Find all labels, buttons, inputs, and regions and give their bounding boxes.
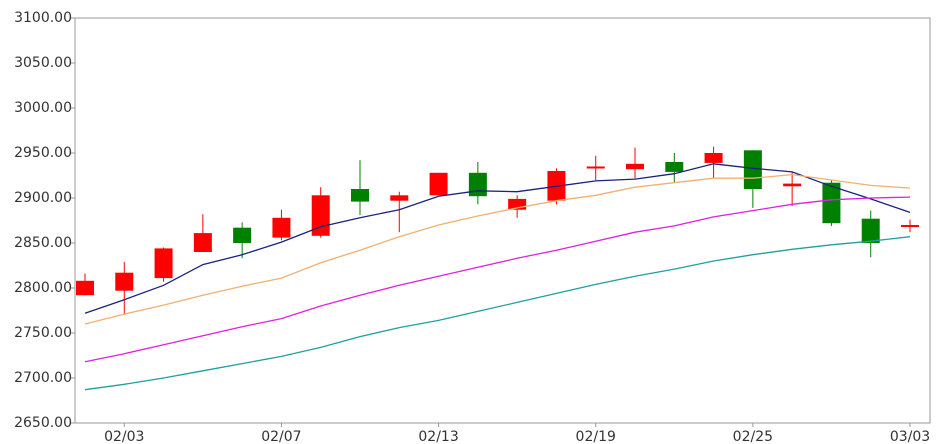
y-tick-label: 3000.00 [14, 100, 72, 116]
x-tick-label: 02/19 [576, 429, 616, 444]
y-tick-label: 2900.00 [14, 190, 72, 206]
x-tick-label: 02/07 [261, 429, 301, 444]
y-tick-label: 2950.00 [14, 145, 72, 161]
y-tick-label: 2800.00 [14, 280, 72, 296]
y-tick-label: 2700.00 [14, 370, 72, 386]
candle-body [783, 183, 802, 187]
candle-body [901, 225, 919, 227]
ma-line [84, 163, 911, 314]
candle-body [743, 150, 762, 189]
y-tick-label: 2850.00 [14, 235, 72, 251]
candle-body [626, 163, 644, 170]
candle-body [154, 248, 173, 279]
x-tick-label: 02/03 [104, 429, 144, 444]
plot-frame [74, 17, 931, 424]
candle-body [233, 227, 252, 243]
y-tick-label: 2750.00 [14, 325, 72, 341]
ma-line [84, 173, 911, 325]
y-tick-label: 3100.00 [14, 10, 72, 26]
x-tick-label: 02/13 [418, 429, 458, 444]
x-tick-label: 03/03 [890, 429, 930, 444]
ma-line [84, 236, 911, 391]
candle-body [115, 272, 134, 291]
candle-body [508, 198, 527, 210]
x-tick-label: 02/25 [733, 429, 773, 444]
candle-body [76, 280, 94, 296]
candle-body [429, 172, 448, 196]
candle-body [468, 172, 487, 197]
candle-body [822, 182, 841, 224]
candle-body [272, 217, 291, 238]
ma-line [84, 196, 911, 363]
candle-body [351, 189, 369, 202]
candle-body [704, 153, 723, 163]
candle-body [586, 166, 605, 169]
y-tick-label: 3050.00 [14, 55, 72, 71]
y-tick-label: 2650.00 [14, 415, 72, 431]
candle-body [193, 233, 212, 252]
candle-body [861, 218, 880, 243]
candle-body [390, 195, 409, 201]
candle-body [665, 162, 684, 172]
